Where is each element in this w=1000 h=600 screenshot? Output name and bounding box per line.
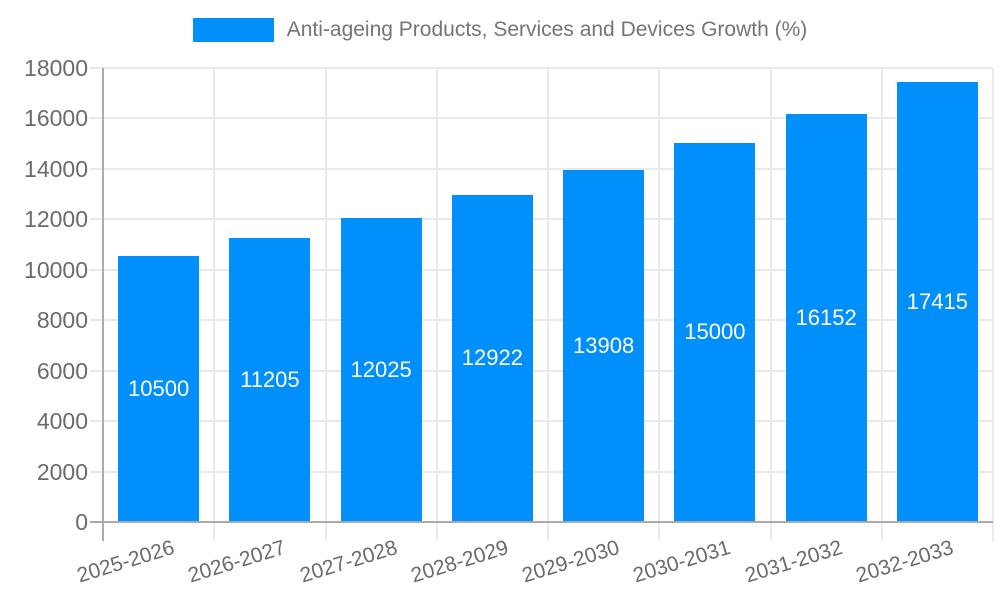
y-tick-label: 18000 <box>24 55 88 81</box>
bar-value-label: 13908 <box>573 332 635 358</box>
bar: 13908 <box>563 170 645 521</box>
bar: 17415 <box>896 82 978 521</box>
y-tick-label: 8000 <box>36 307 88 334</box>
v-gridline <box>880 68 883 541</box>
bar-value-label: 12025 <box>350 356 412 382</box>
y-tick-label: 16000 <box>24 105 88 132</box>
v-gridline <box>547 68 549 541</box>
x-tick-label: 2029-2030 <box>519 536 623 588</box>
y-tick-label: 2000 <box>36 458 88 485</box>
v-gridline <box>213 68 216 541</box>
v-gridline <box>992 68 994 541</box>
y-tick-label: 4000 <box>36 408 88 435</box>
v-gridline <box>769 68 772 541</box>
bar-value-label: 11205 <box>240 366 300 392</box>
h-gridline <box>90 319 993 322</box>
h-gridline <box>90 67 993 69</box>
h-gridline <box>90 369 993 372</box>
bar: 11205 <box>229 238 311 521</box>
legend-label: Anti-ageing Products, Services and Devic… <box>286 18 808 41</box>
y-tick-label: 10000 <box>24 256 88 283</box>
y-tick-label: 12000 <box>24 206 88 233</box>
chart-legend: Anti-ageing Products, Services and Devic… <box>0 17 1000 43</box>
bar: 10500 <box>118 256 200 521</box>
y-tick-label: 14000 <box>24 155 88 182</box>
v-gridline <box>324 68 327 541</box>
bar: 16152 <box>785 114 867 521</box>
h-gridline <box>90 167 993 170</box>
legend-swatch <box>192 18 274 42</box>
bar: 12922 <box>451 195 533 521</box>
x-axis-line <box>90 521 993 523</box>
bar: 15000 <box>674 143 756 521</box>
bar-value-label: 17415 <box>906 288 968 314</box>
x-tick-label: 2030-2031 <box>630 536 734 588</box>
bar: 12025 <box>340 218 422 521</box>
h-gridline <box>90 117 993 120</box>
v-gridline <box>658 68 661 541</box>
h-gridline <box>90 470 993 473</box>
h-gridline <box>90 268 993 271</box>
y-axis-line <box>102 68 104 541</box>
h-gridline <box>90 218 993 221</box>
bar-value-label: 10500 <box>128 375 190 401</box>
x-tick-label: 2026-2027 <box>185 536 289 588</box>
h-gridline <box>90 420 993 423</box>
x-tick-label: 2031-2032 <box>742 536 845 588</box>
bar-value-label: 16152 <box>795 304 857 330</box>
y-tick-label: 6000 <box>36 357 88 384</box>
x-tick-label: 2028-2029 <box>408 536 512 588</box>
x-tick-label: 2032-2033 <box>853 536 957 588</box>
x-tick-label: 2027-2028 <box>297 536 400 588</box>
v-gridline <box>435 68 438 541</box>
bar-value-label: 12922 <box>461 345 523 370</box>
x-tick-label: 2025-2026 <box>74 536 178 588</box>
y-tick-label: 0 <box>75 509 88 535</box>
bar-value-label: 15000 <box>684 319 746 344</box>
